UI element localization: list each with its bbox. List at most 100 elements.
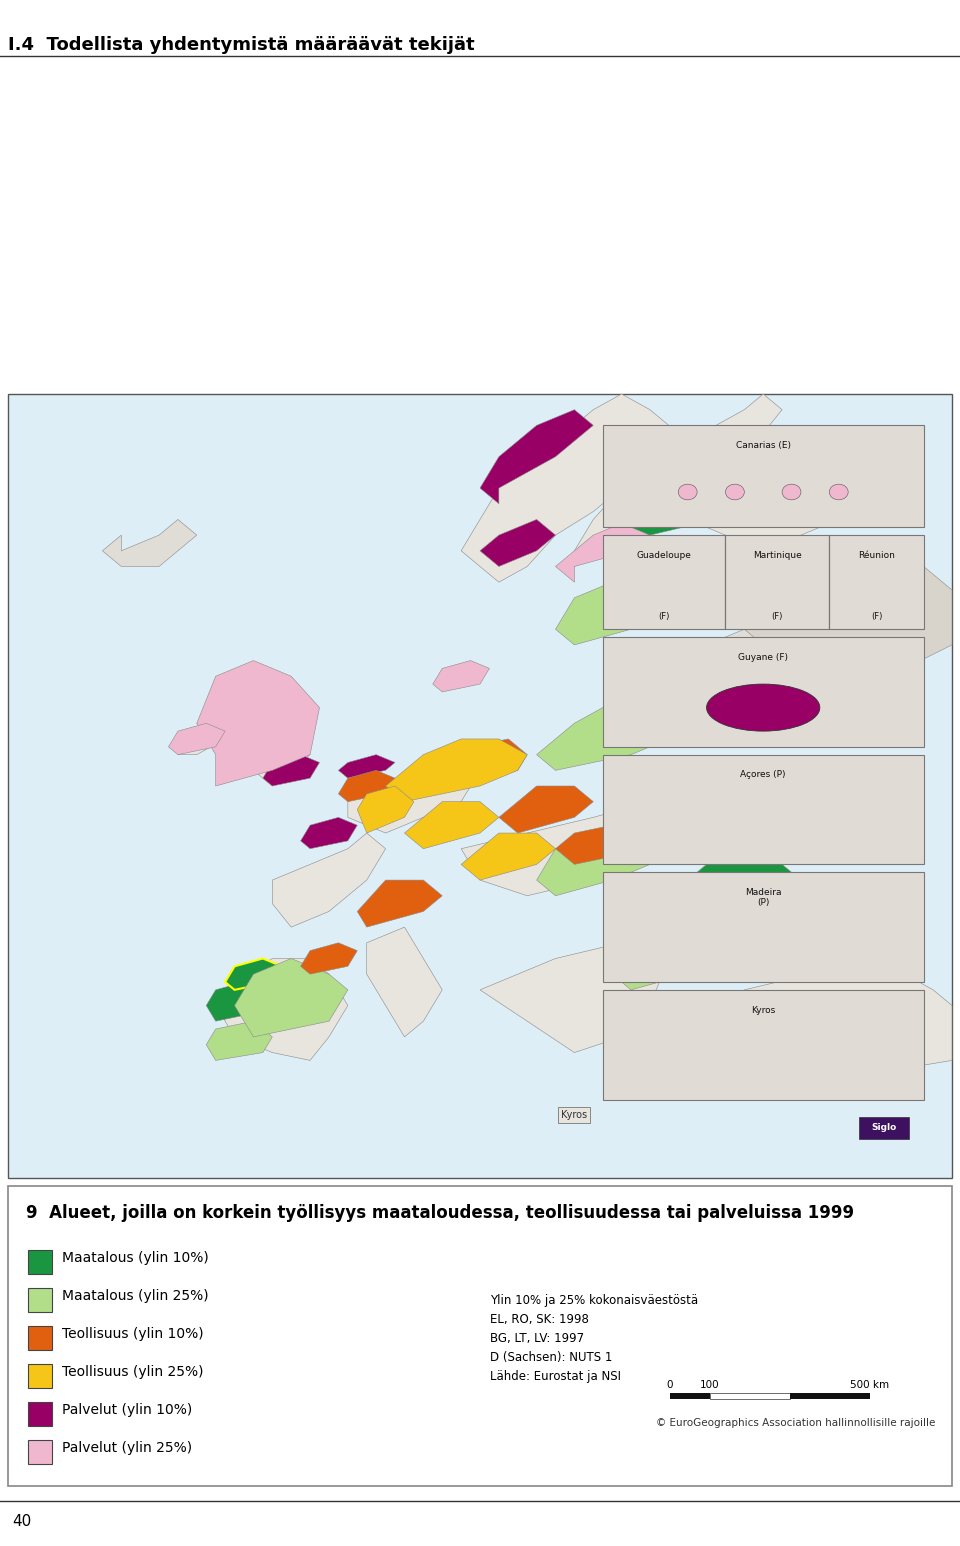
Polygon shape xyxy=(443,739,527,785)
Polygon shape xyxy=(103,519,197,566)
Text: Kyros: Kyros xyxy=(751,1005,776,1014)
Text: 40: 40 xyxy=(12,1514,32,1529)
Polygon shape xyxy=(669,629,763,693)
Bar xyxy=(603,754,924,864)
Text: 500 km: 500 km xyxy=(851,1381,890,1390)
Polygon shape xyxy=(461,802,669,895)
Polygon shape xyxy=(206,982,263,1022)
Text: 9  Alueet, joilla on korkein työllisyys maataloudessa, teollisuudessa tai palvel: 9 Alueet, joilla on korkein työllisyys m… xyxy=(26,1204,854,1221)
Polygon shape xyxy=(273,833,386,928)
Polygon shape xyxy=(206,1022,273,1061)
Ellipse shape xyxy=(678,484,697,499)
Polygon shape xyxy=(386,739,527,802)
Polygon shape xyxy=(669,880,810,959)
Bar xyxy=(28,1364,52,1388)
Text: Teollisuus (ylin 25%): Teollisuus (ylin 25%) xyxy=(62,1365,204,1379)
Polygon shape xyxy=(556,826,631,864)
Polygon shape xyxy=(707,535,782,583)
Text: Réunion: Réunion xyxy=(858,550,895,560)
Polygon shape xyxy=(612,1030,687,1068)
Bar xyxy=(28,1326,52,1350)
Text: Madeira
(P): Madeira (P) xyxy=(745,887,781,908)
Bar xyxy=(859,1116,909,1139)
Text: I.4  Todellista yhdentymistä määräävät tekijät: I.4 Todellista yhdentymistä määräävät te… xyxy=(8,36,474,54)
Polygon shape xyxy=(669,550,952,747)
Bar xyxy=(28,1402,52,1425)
Bar xyxy=(28,1288,52,1313)
Text: Palvelut (ylin 10%): Palvelut (ylin 10%) xyxy=(62,1404,192,1418)
Polygon shape xyxy=(612,456,782,535)
Text: Guyane (F): Guyane (F) xyxy=(738,652,788,662)
Text: Canarias (E): Canarias (E) xyxy=(735,441,791,450)
Bar xyxy=(710,1393,790,1399)
Polygon shape xyxy=(216,959,348,1061)
Bar xyxy=(603,989,924,1099)
Ellipse shape xyxy=(707,683,820,731)
Polygon shape xyxy=(263,754,320,785)
Bar xyxy=(726,535,829,629)
Polygon shape xyxy=(433,660,490,693)
Bar xyxy=(603,637,924,747)
Polygon shape xyxy=(338,754,396,778)
Text: 0: 0 xyxy=(667,1381,673,1390)
Polygon shape xyxy=(404,802,499,849)
Bar xyxy=(8,394,952,1178)
Polygon shape xyxy=(225,959,282,989)
Bar xyxy=(603,535,726,629)
Polygon shape xyxy=(300,818,357,849)
Polygon shape xyxy=(537,833,650,895)
Text: Ylin 10% ja 25% kokonaisväestöstä: Ylin 10% ja 25% kokonaisväestöstä xyxy=(490,1294,698,1306)
Text: Kyros: Kyros xyxy=(562,1110,588,1121)
Text: Lähde: Eurostat ja NSI: Lähde: Eurostat ja NSI xyxy=(490,1370,621,1384)
Text: D (Sachsen): NUTS 1: D (Sachsen): NUTS 1 xyxy=(490,1351,612,1364)
Polygon shape xyxy=(367,928,443,1037)
Polygon shape xyxy=(678,598,735,629)
Polygon shape xyxy=(338,770,396,802)
Polygon shape xyxy=(197,668,273,739)
Polygon shape xyxy=(169,724,225,754)
Bar xyxy=(28,1439,52,1464)
Bar xyxy=(8,1186,952,1486)
Polygon shape xyxy=(197,660,320,785)
Polygon shape xyxy=(480,943,669,1053)
Text: Teollisuus (ylin 10%): Teollisuus (ylin 10%) xyxy=(62,1326,204,1340)
Text: Maatalous (ylin 10%): Maatalous (ylin 10%) xyxy=(62,1251,208,1265)
Bar xyxy=(670,1393,710,1399)
Polygon shape xyxy=(234,739,310,785)
Polygon shape xyxy=(461,394,669,583)
Text: 100: 100 xyxy=(700,1381,720,1390)
Bar xyxy=(829,535,924,629)
Bar xyxy=(28,1251,52,1274)
Text: (F): (F) xyxy=(871,612,882,621)
Polygon shape xyxy=(480,410,593,504)
Polygon shape xyxy=(631,872,726,912)
Bar xyxy=(790,1393,870,1399)
Text: EL, RO, SK: 1998: EL, RO, SK: 1998 xyxy=(490,1313,588,1326)
Polygon shape xyxy=(574,394,782,566)
Ellipse shape xyxy=(782,484,801,499)
Text: Martinique: Martinique xyxy=(753,550,802,560)
Polygon shape xyxy=(178,724,225,754)
Text: BG, LT, LV: 1997: BG, LT, LV: 1997 xyxy=(490,1333,584,1345)
Polygon shape xyxy=(744,959,952,1068)
Bar xyxy=(603,872,924,982)
Polygon shape xyxy=(556,519,650,583)
Text: Palvelut (ylin 25%): Palvelut (ylin 25%) xyxy=(62,1441,192,1455)
Text: © EuroGeographics Association hallinnollisille rajoille: © EuroGeographics Association hallinnoll… xyxy=(656,1418,935,1429)
Text: Guadeloupe: Guadeloupe xyxy=(636,550,691,560)
Text: (F): (F) xyxy=(659,612,670,621)
Ellipse shape xyxy=(829,484,849,499)
Polygon shape xyxy=(537,693,687,770)
Polygon shape xyxy=(480,519,556,566)
Text: (F): (F) xyxy=(772,612,783,621)
Polygon shape xyxy=(499,785,593,833)
Polygon shape xyxy=(357,880,443,928)
Polygon shape xyxy=(687,456,876,550)
Polygon shape xyxy=(650,660,744,708)
Polygon shape xyxy=(234,959,348,1037)
Polygon shape xyxy=(300,943,357,974)
Polygon shape xyxy=(612,943,707,989)
Text: Siglo: Siglo xyxy=(872,1124,897,1132)
Polygon shape xyxy=(348,754,480,833)
Polygon shape xyxy=(669,849,801,912)
